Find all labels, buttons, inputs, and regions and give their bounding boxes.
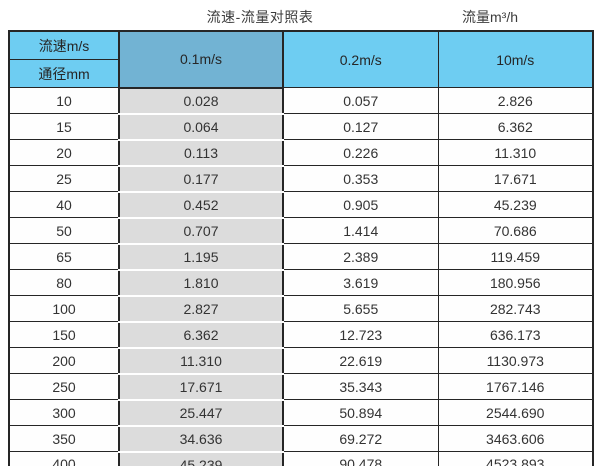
table-row: 400 45.239 90.478 4523.893	[8, 450, 594, 466]
table-body: 10 0.028 0.057 2.826 15 0.064 0.127 6.362 20 0.11…	[8, 86, 594, 466]
flow-value-cell: 12.723	[282, 321, 439, 348]
title-bar: 流速-流量对照表 流量m³/h	[0, 0, 600, 30]
diameter-cell: 100	[8, 295, 120, 322]
diameter-cell: 65	[8, 243, 120, 270]
diameter-cell: 400	[8, 451, 120, 466]
flow-value-cell: 70.686	[437, 217, 594, 244]
header-row-top: 流速m/s 0.1m/s 0.2m/s 10m/s	[8, 30, 594, 88]
flow-value-cell: 0.226	[282, 139, 439, 166]
flow-value-cell: 1130.973	[437, 347, 594, 374]
flow-value-cell: 282.743	[437, 295, 594, 322]
diameter-cell: 150	[8, 321, 120, 348]
column-header-10ms: 10m/s	[437, 30, 594, 88]
flow-value-cell: 0.127	[282, 113, 439, 140]
table-row: 80 1.810 3.619 180.956	[8, 268, 594, 297]
flow-value-cell: 90.478	[282, 451, 439, 466]
flow-value-cell: 0.028	[118, 86, 284, 115]
flow-value-cell: 0.905	[282, 191, 439, 218]
header-row-bottom: 通径mm	[8, 59, 593, 88]
header-flow-velocity: 流速m/s	[8, 30, 120, 60]
diameter-cell: 20	[8, 139, 120, 166]
flow-value-cell: 2544.690	[437, 399, 594, 426]
flow-value-cell: 0.353	[282, 165, 439, 192]
table-row: 10 0.028 0.057 2.826	[8, 86, 594, 115]
flow-rate-table: 流速m/s 0.1m/s 0.2m/s 10m/s 通径mm 10 0.028 0.…	[8, 30, 594, 466]
diameter-cell: 80	[8, 269, 120, 296]
flow-value-cell: 50.894	[282, 399, 439, 426]
flow-value-cell: 22.619	[282, 347, 439, 374]
table-row: 40 0.452 0.905 45.239	[8, 190, 594, 219]
flow-value-cell: 45.239	[118, 450, 284, 466]
flow-value-cell: 0.177	[118, 164, 284, 193]
flow-value-cell: 119.459	[437, 243, 594, 270]
table-row: 350 34.636 69.272 3463.606	[8, 424, 594, 453]
flow-value-cell: 0.057	[282, 87, 439, 114]
flow-value-cell: 45.239	[437, 191, 594, 218]
table-row: 100 2.827 5.655 282.743	[8, 294, 594, 323]
table-row: 50 0.707 1.414 70.686	[8, 216, 594, 245]
page-title: 流速-流量对照表	[206, 9, 314, 25]
diameter-cell: 50	[8, 217, 120, 244]
diameter-cell: 300	[8, 399, 120, 426]
flow-value-cell: 636.173	[437, 321, 594, 348]
diameter-cell: 25	[8, 165, 120, 192]
table-header: 流速m/s 0.1m/s 0.2m/s 10m/s 通径mm	[8, 30, 594, 88]
flow-value-cell: 1767.146	[437, 373, 594, 400]
flow-value-cell: 6.362	[118, 320, 284, 349]
flow-unit-label: 流量m³/h	[462, 9, 518, 25]
flow-value-cell: 6.362	[437, 113, 594, 140]
diameter-cell: 350	[8, 425, 120, 452]
flow-value-cell: 3.619	[282, 269, 439, 296]
table-row: 150 6.362 12.723 636.173	[8, 320, 594, 349]
table-row: 25 0.177 0.353 17.671	[8, 164, 594, 193]
flow-value-cell: 0.113	[118, 138, 284, 167]
column-header-0-1ms: 0.1m/s	[118, 30, 284, 88]
flow-value-cell: 1.195	[118, 242, 284, 271]
table-row: 200 11.310 22.619 1130.973	[8, 346, 594, 375]
flow-value-cell: 1.810	[118, 268, 284, 297]
table-row: 250 17.671 35.343 1767.146	[8, 372, 594, 401]
diameter-cell: 40	[8, 191, 120, 218]
table-row: 20 0.113 0.226 11.310	[8, 138, 594, 167]
table-row: 300 25.447 50.894 2544.690	[8, 398, 594, 427]
flow-value-cell: 1.414	[282, 217, 439, 244]
diameter-cell: 200	[8, 347, 120, 374]
flow-value-cell: 180.956	[437, 269, 594, 296]
flow-value-cell: 0.707	[118, 216, 284, 245]
flow-value-cell: 2.827	[118, 294, 284, 323]
flow-value-cell: 11.310	[118, 346, 284, 375]
flow-value-cell: 17.671	[437, 165, 594, 192]
diameter-cell: 250	[8, 373, 120, 400]
flow-value-cell: 69.272	[282, 425, 439, 452]
flow-value-cell: 17.671	[118, 372, 284, 401]
flow-value-cell: 2.826	[437, 87, 594, 114]
flow-value-cell: 34.636	[118, 424, 284, 453]
header-diameter: 通径mm	[8, 59, 120, 88]
flow-value-cell: 11.310	[437, 139, 594, 166]
flow-value-cell: 0.064	[118, 112, 284, 141]
diameter-cell: 15	[8, 113, 120, 140]
flow-value-cell: 25.447	[118, 398, 284, 427]
flow-value-cell: 3463.606	[437, 425, 594, 452]
flow-value-cell: 4523.893	[437, 451, 594, 466]
flow-value-cell: 0.452	[118, 190, 284, 219]
table-row: 15 0.064 0.127 6.362	[8, 112, 594, 141]
flow-value-cell: 5.655	[282, 295, 439, 322]
diameter-cell: 10	[8, 87, 120, 114]
column-header-0-2ms: 0.2m/s	[282, 30, 439, 88]
flow-value-cell: 2.389	[282, 243, 439, 270]
flow-value-cell: 35.343	[282, 373, 439, 400]
table-row: 65 1.195 2.389 119.459	[8, 242, 594, 271]
